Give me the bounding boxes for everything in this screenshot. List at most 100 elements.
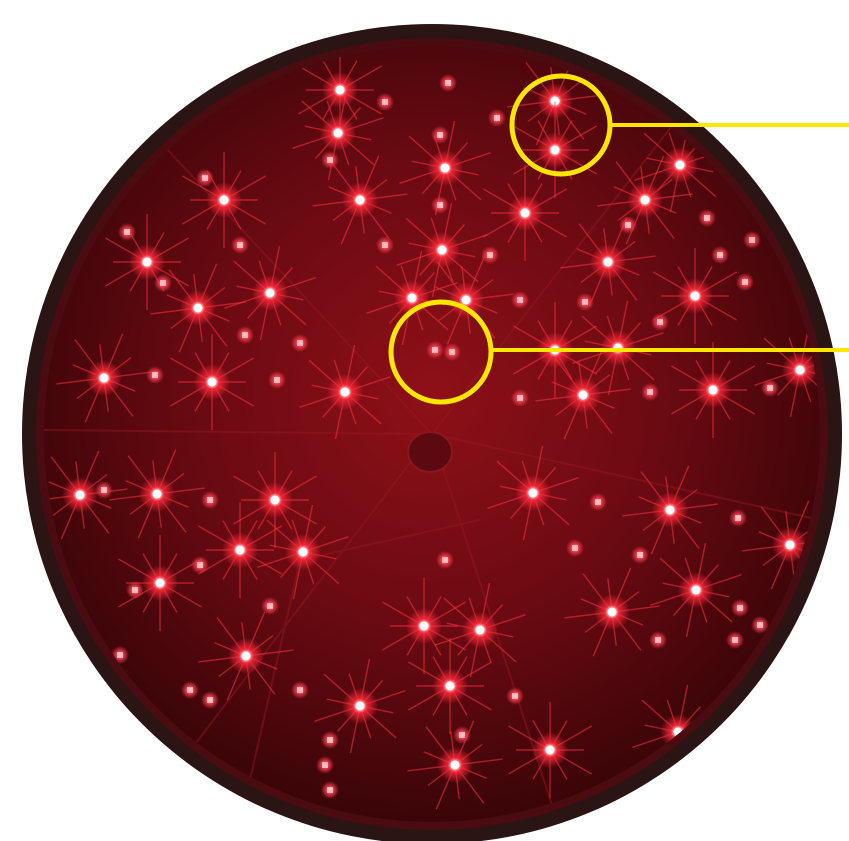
led-dim-core bbox=[737, 605, 743, 611]
led-core bbox=[235, 545, 245, 555]
led-dim bbox=[743, 231, 761, 249]
led-lit bbox=[56, 333, 152, 423]
led-lit bbox=[407, 720, 503, 810]
led-core bbox=[665, 505, 675, 515]
led-dim bbox=[511, 291, 529, 309]
led-dim bbox=[729, 509, 747, 527]
led-dim-core bbox=[207, 497, 213, 503]
led-dim bbox=[566, 539, 584, 557]
led-dim-core bbox=[437, 132, 443, 138]
led-lit bbox=[418, 255, 514, 345]
led-dim bbox=[711, 246, 729, 264]
led-dim bbox=[376, 93, 394, 111]
led-lit bbox=[396, 202, 488, 298]
led-core bbox=[440, 163, 450, 173]
led-dim bbox=[443, 343, 461, 361]
led-dim bbox=[576, 293, 594, 311]
led-dim-core bbox=[322, 762, 328, 768]
led-dim bbox=[321, 731, 339, 749]
led-core bbox=[785, 540, 795, 550]
led-dim-core bbox=[637, 552, 643, 558]
led-core bbox=[265, 288, 275, 298]
led-dim-core bbox=[625, 222, 631, 228]
led-core bbox=[437, 245, 447, 255]
led-core bbox=[528, 488, 538, 498]
led-dim-core bbox=[152, 372, 158, 378]
led-lit bbox=[292, 85, 384, 181]
led-dim bbox=[231, 236, 249, 254]
callout-lit-led-pair bbox=[509, 73, 849, 177]
led-dim bbox=[426, 341, 444, 359]
led-core bbox=[603, 257, 613, 267]
led-dim bbox=[376, 236, 394, 254]
led-lit bbox=[742, 500, 820, 590]
led-dim bbox=[649, 631, 667, 649]
led-core bbox=[690, 291, 700, 301]
led-lit bbox=[298, 46, 382, 138]
led-core bbox=[419, 621, 429, 631]
led-dim bbox=[698, 209, 716, 227]
led-dim bbox=[481, 246, 499, 264]
led-dim-core bbox=[742, 279, 748, 285]
led-lit bbox=[198, 502, 282, 598]
led-dim-core bbox=[132, 587, 138, 593]
led-dim-core bbox=[297, 340, 303, 346]
led-dim bbox=[201, 491, 219, 509]
led-lit bbox=[597, 155, 693, 245]
led-dim bbox=[201, 691, 219, 709]
led-lit bbox=[508, 702, 592, 798]
led-lit bbox=[182, 152, 266, 248]
led-dim bbox=[506, 687, 524, 705]
led-dim bbox=[268, 371, 286, 389]
led-dim-core bbox=[517, 297, 523, 303]
led-core bbox=[407, 293, 417, 303]
led-dim bbox=[291, 681, 309, 699]
led-dim bbox=[751, 616, 769, 634]
led-dim-core bbox=[704, 215, 710, 221]
led-lit bbox=[257, 504, 349, 600]
led-dim-core bbox=[297, 687, 303, 693]
led-dim bbox=[453, 726, 471, 744]
led-dim-core bbox=[445, 80, 451, 86]
led-core bbox=[450, 760, 460, 770]
led-lit bbox=[560, 217, 656, 307]
led-dim-core bbox=[595, 499, 601, 505]
led-core bbox=[142, 257, 152, 267]
led-dim-core bbox=[242, 332, 248, 338]
led-core bbox=[99, 373, 109, 383]
led-dim-core bbox=[124, 229, 130, 235]
led-lit bbox=[382, 578, 466, 674]
led-dim-core bbox=[237, 242, 243, 248]
led-lit bbox=[224, 245, 316, 341]
led-core bbox=[475, 625, 485, 635]
led-dim bbox=[431, 126, 449, 144]
led-dim-core bbox=[732, 637, 738, 643]
led-lit bbox=[170, 334, 254, 430]
led-dim bbox=[488, 109, 506, 127]
led-dim-core bbox=[749, 237, 755, 243]
led-dim-core bbox=[327, 737, 333, 743]
led-dim bbox=[321, 781, 339, 799]
led-dim bbox=[95, 481, 113, 499]
led-core bbox=[545, 745, 555, 755]
led-dim-core bbox=[327, 787, 333, 793]
led-dim bbox=[436, 551, 454, 569]
led-core bbox=[207, 377, 217, 387]
led-dim-core bbox=[160, 280, 166, 286]
led-core bbox=[520, 208, 530, 218]
led-dim-core bbox=[267, 603, 273, 609]
led-dim-core bbox=[207, 697, 213, 703]
led-dim-core bbox=[437, 202, 443, 208]
led-dim-core bbox=[767, 385, 773, 391]
led-dim-core bbox=[582, 299, 588, 305]
led-core bbox=[75, 490, 85, 500]
led-dim bbox=[511, 389, 529, 407]
led-dim-core bbox=[449, 349, 455, 355]
led-dim-core bbox=[187, 687, 193, 693]
led-dim bbox=[589, 493, 607, 511]
led-dim bbox=[236, 326, 254, 344]
led-lit bbox=[408, 638, 492, 734]
led-dim bbox=[439, 74, 457, 92]
led-dim bbox=[191, 556, 209, 574]
